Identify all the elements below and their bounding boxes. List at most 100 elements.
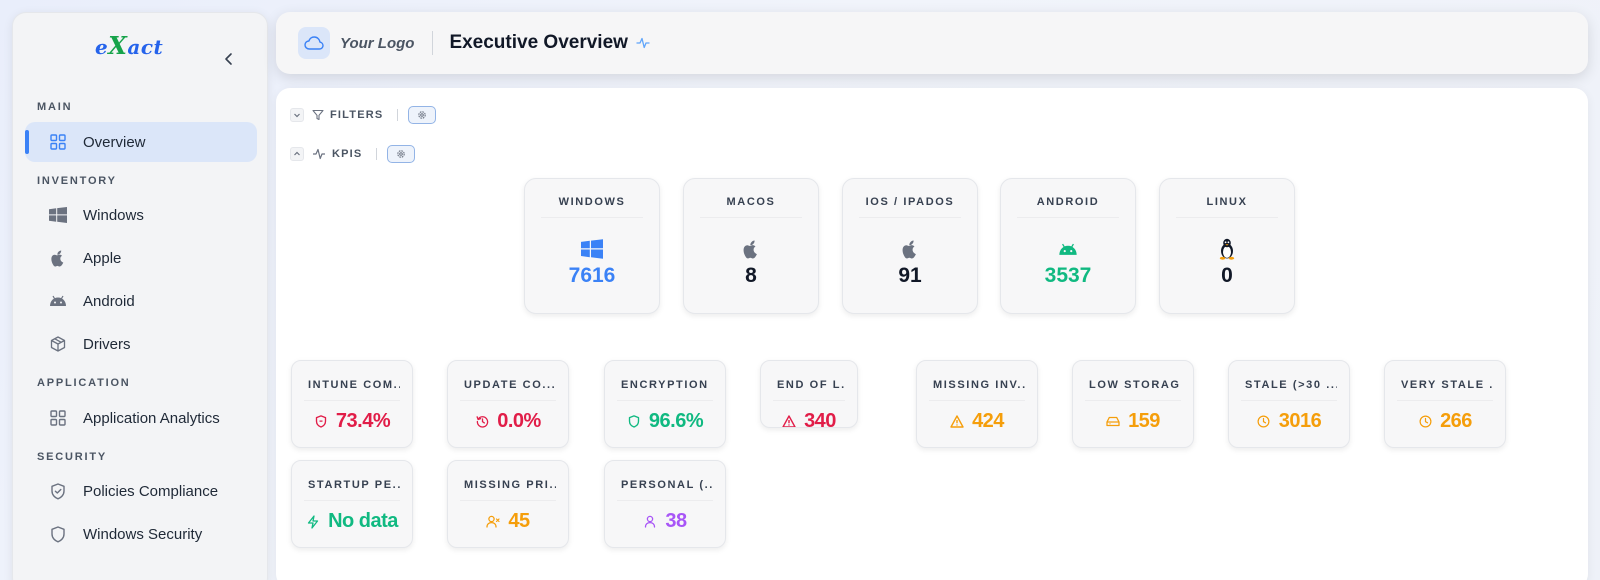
shield-icon	[49, 525, 67, 543]
kpi-card-encryption[interactable]: ENCRYPTION 96.6%	[604, 360, 726, 448]
gear-icon	[418, 111, 427, 119]
kpi-title: STARTUP PE...	[308, 479, 400, 491]
kpi-card-update-compliance[interactable]: UPDATE CO... 0.0%	[447, 360, 569, 448]
sidebar: eXact MAIN Overview INVENTORY Windows Ap…	[12, 12, 268, 580]
kpi-card-missing-inventory[interactable]: MISSING INV... 424	[916, 360, 1038, 448]
kpi-title: PERSONAL (...	[621, 479, 713, 491]
os-card-linux[interactable]: LINUX 0	[1159, 178, 1295, 314]
shield-check-icon	[49, 482, 67, 500]
chevron-up-icon	[294, 151, 300, 156]
sidebar-item-apple[interactable]: Apple	[25, 238, 257, 278]
sidebar-item-label: Apple	[83, 249, 122, 267]
filters-toggle-button[interactable]	[290, 108, 304, 122]
chevron-left-icon	[225, 53, 232, 65]
kpi-value: No data	[328, 510, 398, 532]
kpi-value: 3016	[1278, 410, 1322, 432]
os-card-title: MACOS	[726, 196, 776, 208]
top-header: Your Logo Executive Overview	[276, 12, 1588, 74]
section-label-inventory: INVENTORY	[37, 175, 117, 187]
kpis-label: KPIS	[332, 148, 363, 160]
sidebar-item-label: Policies Compliance	[83, 482, 219, 500]
sidebar-item-label: Windows Security	[83, 525, 203, 543]
os-card-title: LINUX	[1206, 196, 1248, 208]
kpi-card-intune-compliance[interactable]: INTUNE COM... 73.4%	[291, 360, 413, 448]
sidebar-item-overview[interactable]: Overview	[25, 122, 257, 162]
history-icon	[475, 415, 489, 429]
sidebar-item-label: Drivers	[83, 335, 131, 353]
kpi-card-missing-primary-user[interactable]: MISSING PRI... 45	[447, 460, 569, 548]
kpi-title: ENCRYPTION	[621, 379, 709, 391]
sidebar-item-windows[interactable]: Windows	[25, 195, 257, 235]
clock-icon	[1418, 415, 1432, 429]
sidebar-item-windows-security[interactable]: Windows Security	[25, 514, 257, 554]
chevron-down-icon	[294, 113, 300, 118]
os-card-value: 7616	[568, 264, 616, 287]
kpi-card-personal-devices[interactable]: PERSONAL (... 38	[604, 460, 726, 548]
os-card-title: ANDROID	[1036, 196, 1100, 208]
gear-icon	[397, 150, 406, 158]
kpi-title: MISSING PRI...	[464, 479, 556, 491]
grid-icon	[49, 409, 67, 427]
os-card-ios[interactable]: IOS / IPADOS 91	[842, 178, 978, 314]
sidebar-item-application-analytics[interactable]: Application Analytics	[25, 398, 257, 438]
kpi-title: MISSING INV...	[933, 379, 1025, 391]
page-title: Executive Overview	[449, 32, 628, 53]
kpi-card-end-of-life[interactable]: END OF L... 340	[760, 360, 858, 428]
filters-settings-button[interactable]	[408, 106, 437, 124]
filters-label: FILTERS	[330, 109, 384, 121]
kpi-value: 38	[665, 510, 687, 532]
sidebar-item-android[interactable]: Android	[25, 281, 257, 321]
grid-icon	[49, 133, 67, 151]
section-label-security: SECURITY	[37, 451, 108, 463]
shield-icon	[627, 415, 641, 429]
os-card-value: 8	[745, 264, 757, 287]
linux-icon	[1160, 238, 1294, 260]
brand-logo: eXact	[95, 31, 164, 60]
kpis-toolbar: KPIS	[290, 144, 416, 164]
sidebar-item-label: Overview	[83, 133, 146, 151]
collapse-sidebar-button[interactable]	[217, 47, 241, 71]
kpi-value: 73.4%	[335, 410, 391, 432]
kpi-value: 45	[508, 510, 530, 532]
kpi-value: 340	[804, 410, 836, 428]
package-icon	[49, 335, 67, 353]
os-card-android[interactable]: ANDROID 3537	[1000, 178, 1136, 314]
shield-icon	[314, 415, 328, 429]
kpi-value: 266	[1440, 410, 1472, 432]
activity-icon	[312, 148, 326, 160]
warning-icon	[782, 415, 796, 427]
kpi-card-low-storage[interactable]: LOW STORAGE 159	[1072, 360, 1194, 448]
os-card-value: 91	[898, 264, 922, 287]
activity-icon	[636, 37, 650, 49]
kpi-value: 159	[1128, 410, 1160, 432]
kpi-card-very-stale[interactable]: VERY STALE ... 266	[1384, 360, 1506, 448]
kpi-title: END OF L...	[777, 379, 845, 391]
os-card-windows[interactable]: WINDOWS 7616	[524, 178, 660, 314]
os-card-value: 3537	[1044, 264, 1092, 287]
hard-drive-icon	[1106, 415, 1120, 429]
cloud-icon	[298, 27, 330, 59]
android-icon	[49, 292, 67, 310]
os-card-title: WINDOWS	[558, 196, 626, 208]
section-label-application: APPLICATION	[37, 377, 131, 389]
warning-icon	[950, 415, 964, 429]
sidebar-item-label: Android	[83, 292, 135, 310]
kpi-card-stale[interactable]: STALE (>30 ... 3016	[1228, 360, 1350, 448]
apple-icon	[843, 238, 977, 260]
android-icon	[1001, 238, 1135, 260]
apple-icon	[684, 238, 818, 260]
user-icon	[643, 515, 657, 529]
kpi-title: STALE (>30 ...	[1245, 379, 1337, 391]
sidebar-item-drivers[interactable]: Drivers	[25, 324, 257, 364]
kpi-card-startup-performance[interactable]: STARTUP PE... No data	[291, 460, 413, 548]
sidebar-item-policies-compliance[interactable]: Policies Compliance	[25, 471, 257, 511]
bolt-icon	[306, 514, 320, 529]
header-divider	[432, 31, 434, 55]
os-card-value: 0	[1221, 264, 1233, 287]
os-card-macos[interactable]: MACOS 8	[683, 178, 819, 314]
kpis-settings-button[interactable]	[387, 145, 416, 163]
main-panel: FILTERS KPIS WINDOWS 7616 MACOS 8	[276, 88, 1588, 580]
kpis-toggle-button[interactable]	[290, 147, 304, 161]
os-card-title: IOS / IPADOS	[865, 196, 955, 208]
kpi-value: 0.0%	[497, 410, 541, 432]
